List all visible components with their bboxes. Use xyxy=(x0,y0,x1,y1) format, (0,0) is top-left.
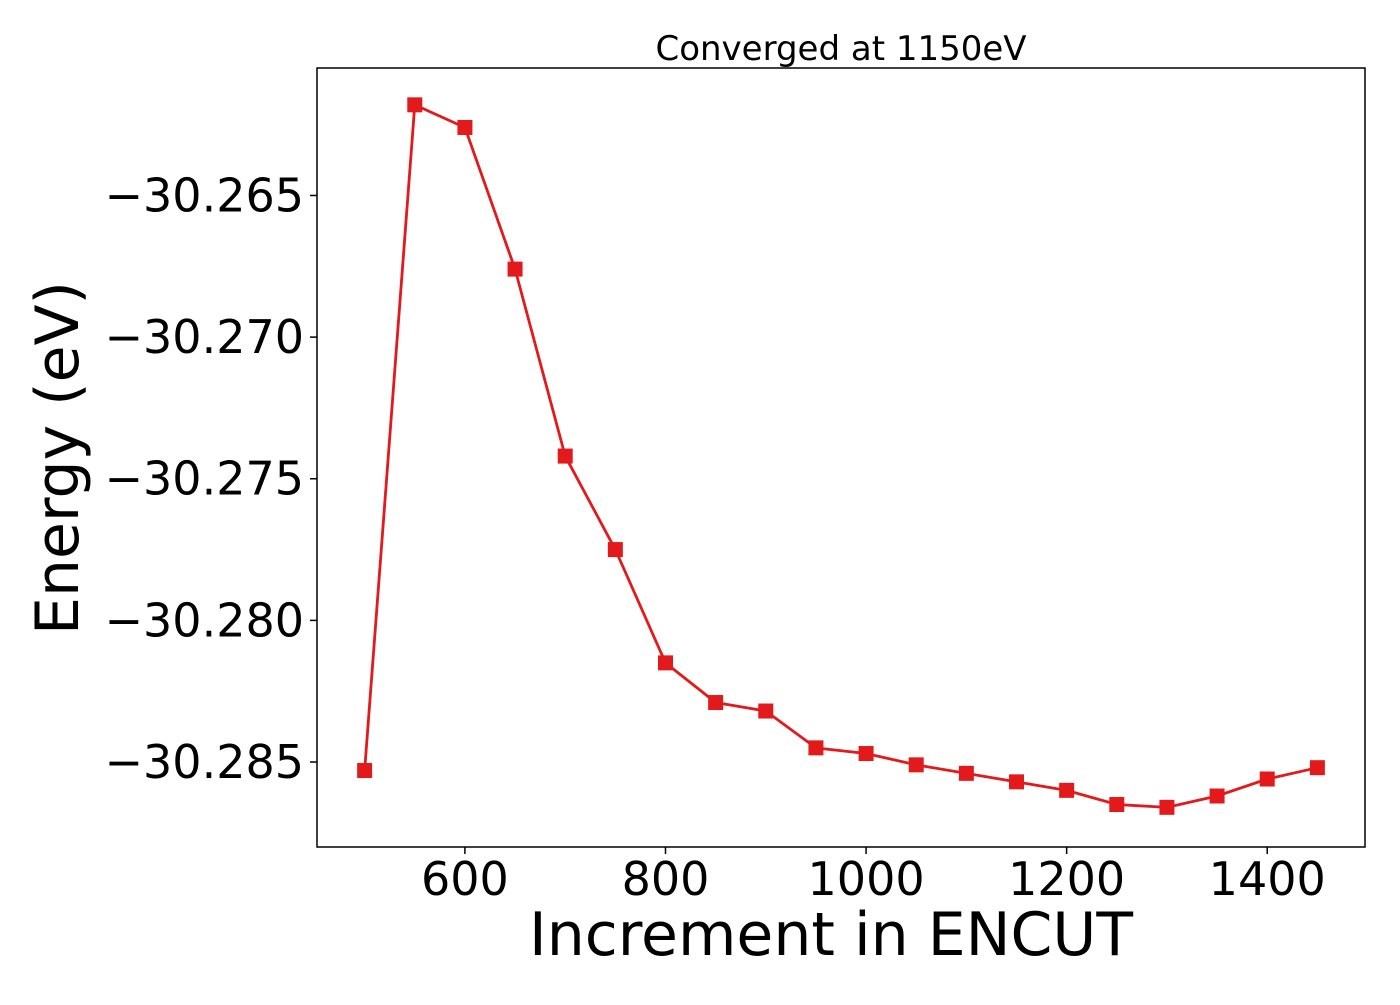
y-tick-label: −30.275 xyxy=(105,452,305,506)
y-axis-label: Energy (eV) xyxy=(23,281,93,635)
x-tick-label: 800 xyxy=(622,852,710,906)
chart-title: Converged at 1150eV xyxy=(655,29,1026,69)
data-point-marker xyxy=(457,119,473,135)
x-tick-label: 1200 xyxy=(1008,852,1125,906)
y-tick-label: −30.285 xyxy=(105,735,305,789)
data-point-marker xyxy=(808,740,824,756)
series-line xyxy=(363,102,1318,809)
data-point-marker xyxy=(407,97,423,113)
data-point-marker xyxy=(1209,788,1225,804)
x-tick-label: 600 xyxy=(421,852,509,906)
data-point-marker xyxy=(758,703,774,719)
data-point-marker xyxy=(1159,799,1175,815)
data-point-marker xyxy=(1009,774,1025,790)
x-tick-label: 1400 xyxy=(1209,852,1326,906)
y-axis-ticks: −30.265 −30.270 −30.275 −30.280 −30.285 xyxy=(105,168,317,789)
plot-area-frame xyxy=(316,67,1366,848)
data-point-marker xyxy=(1109,797,1125,813)
x-axis-ticks: 600 800 1000 1200 1400 xyxy=(421,847,1326,906)
x-tick-label: 1000 xyxy=(808,852,925,906)
data-point-marker xyxy=(507,261,523,277)
y-tick-label: −30.265 xyxy=(105,168,305,222)
data-point-marker xyxy=(557,448,573,464)
data-point-marker xyxy=(357,763,373,779)
data-point-marker xyxy=(657,655,673,671)
data-point-marker xyxy=(1259,771,1275,787)
data-point-marker xyxy=(1059,782,1075,798)
data-point-marker xyxy=(708,695,724,711)
series-layer xyxy=(357,97,1325,815)
data-point-marker xyxy=(607,542,623,558)
x-axis-label: Increment in ENCUT xyxy=(529,900,1133,970)
data-point-marker xyxy=(1309,760,1325,776)
data-point-marker xyxy=(908,757,924,773)
data-point-marker xyxy=(858,746,874,762)
data-point-marker xyxy=(958,765,974,781)
y-tick-label: −30.280 xyxy=(105,593,305,647)
y-tick-label: −30.270 xyxy=(105,310,305,364)
